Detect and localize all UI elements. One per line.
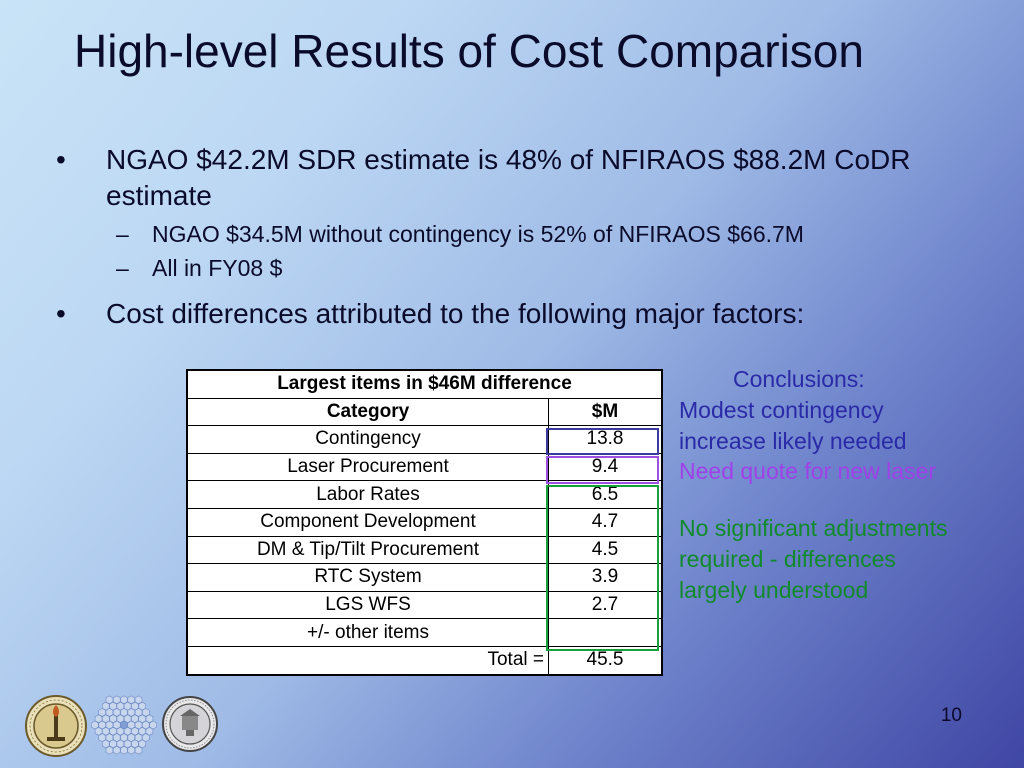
conclusion-laser-note: Need quote for new laser xyxy=(679,458,936,484)
table-caption: Largest items in $46M difference xyxy=(186,369,663,399)
conclusion-green-line: largely understood xyxy=(679,577,869,603)
sub-bullet-item: – NGAO $34.5M without contingency is 52%… xyxy=(56,220,1006,248)
conclusion-green-line: No significant adjustments xyxy=(679,515,948,541)
table-total-row: Total = 45.5 xyxy=(186,645,663,676)
sub-bullet-text: All in FY08 $ xyxy=(152,255,283,281)
bullet-marker: • xyxy=(56,144,66,175)
category-cell: LGS WFS xyxy=(186,590,549,620)
category-cell: Laser Procurement xyxy=(186,452,549,482)
table-row: LGS WFS 2.7 xyxy=(186,590,663,620)
bullet-list: • NGAO $42.2M SDR estimate is 48% of NFI… xyxy=(56,142,1006,332)
column-header-value: $M xyxy=(548,397,663,427)
caltech-seal-icon xyxy=(25,695,87,757)
sub-bullet-marker: – xyxy=(116,255,129,281)
bullet-item: • NGAO $42.2M SDR estimate is 48% of NFI… xyxy=(56,142,1006,214)
total-label: Total = xyxy=(186,645,549,676)
table-caption-row: Largest items in $46M difference xyxy=(186,369,663,399)
value-cell: 4.7 xyxy=(548,507,663,537)
conclusion-understood-note: No significant adjustments required - di… xyxy=(679,513,947,606)
conclusion-blue-line: increase likely needed xyxy=(679,428,907,454)
sub-bullet-text: NGAO $34.5M without contingency is 52% o… xyxy=(152,221,804,247)
category-cell: RTC System xyxy=(186,563,549,592)
value-cell xyxy=(548,618,663,647)
bullet-text: NGAO $42.2M SDR estimate is 48% of NFIRA… xyxy=(106,144,911,211)
bullet-item: • Cost differences attributed to the fol… xyxy=(56,296,1006,332)
table-row: Component Development 4.7 xyxy=(186,507,663,537)
category-cell: Contingency xyxy=(186,425,549,454)
university-of-california-seal-icon xyxy=(162,696,218,752)
table-row: +/- other items xyxy=(186,618,663,647)
category-cell: +/- other items xyxy=(186,618,549,647)
slide-number: 10 xyxy=(940,705,962,726)
sub-bullet-item: – All in FY08 $ xyxy=(56,254,1006,282)
bullet-marker: • xyxy=(56,298,66,329)
conclusion-contingency-note: Conclusions: Modest contingency increase… xyxy=(679,364,907,457)
value-cell: 2.7 xyxy=(548,590,663,620)
category-cell: Component Development xyxy=(186,507,549,537)
cost-difference-table: Largest items in $46M difference Categor… xyxy=(186,369,663,676)
table-row: Laser Procurement 9.4 xyxy=(186,452,663,482)
segmented-mirror-icon xyxy=(91,695,157,755)
bullet-text: Cost differences attributed to the follo… xyxy=(106,298,805,329)
column-header-category: Category xyxy=(186,397,549,427)
sub-bullet-marker: – xyxy=(116,221,129,247)
table-header-row: Category $M xyxy=(186,397,663,427)
table-row: RTC System 3.9 xyxy=(186,563,663,592)
conclusion-green-line: required - differences xyxy=(679,546,896,572)
slide-title: High-level Results of Cost Comparison xyxy=(74,25,864,77)
contingency-highlight-box xyxy=(546,428,659,455)
conclusion-blue-line: Modest contingency xyxy=(679,397,884,423)
category-cell: DM & Tip/Tilt Procurement xyxy=(186,535,549,565)
value-cell: 3.9 xyxy=(548,563,663,592)
category-cell: Labor Rates xyxy=(186,480,549,509)
understood-items-highlight-box xyxy=(546,485,659,651)
conclusions-heading: Conclusions: xyxy=(733,366,865,392)
laser-highlight-box xyxy=(546,456,659,484)
